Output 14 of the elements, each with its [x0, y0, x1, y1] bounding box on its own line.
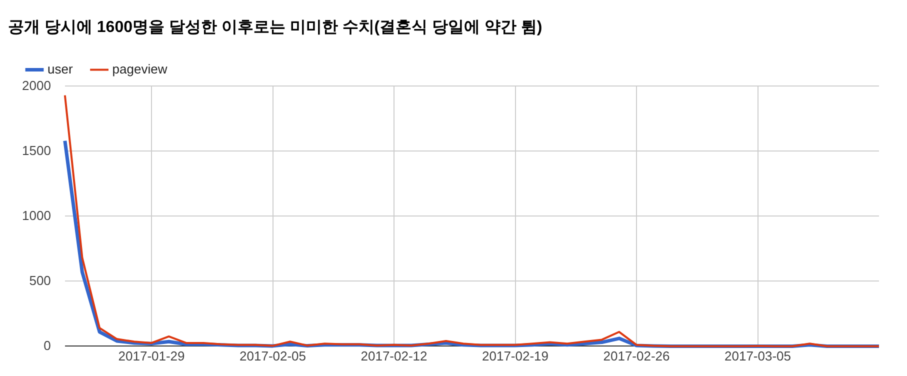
legend-label: pageview [112, 61, 168, 76]
y-tick-label: 500 [29, 272, 51, 288]
y-tick-label: 1500 [22, 142, 51, 158]
x-tick-label: 2017-02-19 [482, 348, 549, 364]
x-tick-label: 2017-02-05 [240, 348, 306, 364]
chart-title: 공개 당시에 1600명을 달성한 이후로는 미미한 수치(결혼식 당일에 약간 튐) [8, 19, 542, 36]
x-tick-label: 2017-02-26 [603, 348, 670, 364]
x-tick-label: 2017-01-29 [118, 348, 185, 364]
y-tick-label: 1000 [22, 208, 51, 223]
legend-label: user [48, 61, 74, 76]
y-tick-label: 2000 [22, 78, 51, 93]
x-tick-label: 2017-03-05 [724, 348, 792, 364]
x-tick-label: 2017-02-12 [360, 348, 428, 364]
y-tick-label: 0 [44, 338, 51, 353]
